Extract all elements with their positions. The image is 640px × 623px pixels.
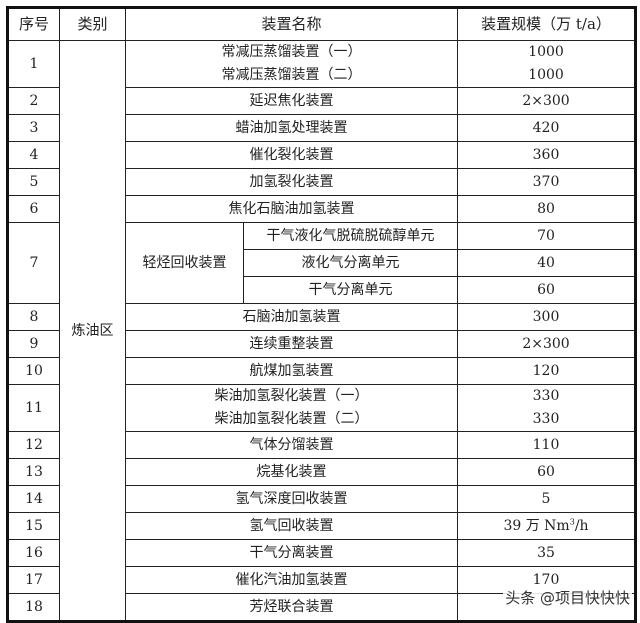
row-no: 16 bbox=[7, 539, 60, 567]
device-scale-line: 330 bbox=[532, 411, 560, 427]
device-name: 气体分馏装置 bbox=[124, 431, 459, 459]
table-row: 9 连续重整装置 2×300 bbox=[7, 330, 637, 358]
table-row: 11 柴油加氢裂化装置（一） 柴油加氢裂化装置（二） 330 330 bbox=[7, 384, 637, 432]
row-no: 15 bbox=[7, 512, 60, 540]
device-name: 延迟焦化装置 bbox=[124, 87, 459, 115]
device-name-line: 柴油加氢裂化装置（二） bbox=[214, 411, 369, 427]
row-no: 11 bbox=[7, 384, 60, 432]
device-scale-line: 1000 bbox=[528, 67, 564, 83]
table-row: 17 催化汽油加氢装置 170 bbox=[7, 566, 637, 594]
table-row: 6 焦化石脑油加氢装置 80 bbox=[7, 195, 637, 223]
header-scale: 装置规模（万 t/a） bbox=[457, 7, 637, 41]
device-scale: 360 bbox=[457, 141, 637, 169]
row-no: 2 bbox=[7, 87, 60, 115]
table-row: 14 氢气深度回收装置 5 bbox=[7, 485, 637, 513]
row-no: 1 bbox=[7, 40, 60, 88]
device-scale: 5 bbox=[457, 485, 637, 513]
device-scale: 120 bbox=[457, 357, 637, 385]
device-scale: 39 万 Nm3/h bbox=[457, 512, 637, 540]
device-scale: 330 330 bbox=[457, 384, 637, 432]
row-no: 13 bbox=[7, 458, 60, 486]
row-no: 14 bbox=[7, 485, 60, 513]
device-scale-line: 1000 bbox=[528, 44, 564, 60]
device-scale-line: 330 bbox=[532, 388, 560, 404]
device-name: 焦化石脑油加氢装置 bbox=[124, 195, 459, 223]
device-name: 氢气回收装置 bbox=[124, 512, 459, 540]
unit-scale: 70 bbox=[457, 222, 637, 250]
device-scale: 1000 1000 bbox=[457, 40, 637, 88]
device-scale: 2×300 bbox=[457, 330, 637, 358]
device-scale: 110 bbox=[457, 431, 637, 459]
device-name: 连续重整装置 bbox=[124, 330, 459, 358]
table-row: 10 航煤加氢装置 120 bbox=[7, 357, 637, 385]
scale-exponent: 3 bbox=[569, 517, 575, 527]
device-name: 石脑油加氢装置 bbox=[124, 303, 459, 331]
row-no: 6 bbox=[7, 195, 60, 223]
device-name: 蜡油加氢处理装置 bbox=[124, 114, 459, 142]
table-row: 15 氢气回收装置 39 万 Nm3/h bbox=[7, 512, 637, 540]
category-cell: 炼油区 bbox=[59, 40, 126, 622]
table-header-row: 序号 类别 装置名称 装置规模（万 t/a） bbox=[7, 7, 637, 41]
row-no: 10 bbox=[7, 357, 60, 385]
unit-name: 液化气分离单元 bbox=[242, 249, 459, 277]
device-scale: 420 bbox=[457, 114, 637, 142]
device-group-name: 轻烃回收装置 bbox=[125, 222, 244, 304]
device-name: 氢气深度回收装置 bbox=[124, 485, 459, 513]
table-row: 5 加氢裂化装置 370 bbox=[7, 168, 637, 196]
unit-name: 干气液化气脱硫脱硫醇单元 bbox=[242, 222, 459, 250]
row-no: 17 bbox=[7, 566, 60, 594]
device-name: 柴油加氢裂化装置（一） 柴油加氢裂化装置（二） bbox=[124, 384, 459, 432]
device-name: 航煤加氢装置 bbox=[124, 357, 459, 385]
header-name: 装置名称 bbox=[124, 7, 459, 41]
table-row: 12 气体分馏装置 110 bbox=[7, 431, 637, 459]
scale-value: 39 万 Nm bbox=[503, 518, 570, 534]
row-no: 9 bbox=[7, 330, 60, 358]
unit-scale: 40 bbox=[457, 249, 637, 277]
equipment-table: 序号 类别 装置名称 装置规模（万 t/a） 1 炼油区 常减压蒸馏装置（一） 常减压… bbox=[6, 6, 638, 623]
device-name: 催化裂化装置 bbox=[124, 141, 459, 169]
row-no: 4 bbox=[7, 141, 60, 169]
row-no: 7 bbox=[7, 222, 60, 304]
row-no: 18 bbox=[7, 593, 60, 622]
header-category: 类别 bbox=[59, 7, 126, 41]
device-name: 加氢裂化装置 bbox=[124, 168, 459, 196]
device-scale: 2×300 bbox=[457, 87, 637, 115]
row-no: 3 bbox=[7, 114, 60, 142]
device-name: 烷基化装置 bbox=[124, 458, 459, 486]
row-no: 5 bbox=[7, 168, 60, 196]
device-name-line: 常减压蒸馏装置（一） bbox=[221, 44, 362, 60]
table-row: 液化气分离单元 40 bbox=[8, 249, 637, 277]
device-scale: 370 bbox=[457, 168, 637, 196]
unit-name: 干气分离单元 bbox=[242, 276, 459, 304]
table-row: 13 烷基化装置 60 bbox=[7, 458, 637, 486]
table-row: 3 蜡油加氢处理装置 420 bbox=[7, 114, 637, 142]
table-row: 1 炼油区 常减压蒸馏装置（一） 常减压蒸馏装置（二） 1000 1000 bbox=[7, 40, 637, 622]
device-name: 常减压蒸馏装置（一） 常减压蒸馏装置（二） bbox=[124, 40, 459, 88]
device-name: 芳烃联合装置 bbox=[124, 593, 459, 622]
device-name-line: 柴油加氢裂化装置（一） bbox=[214, 388, 369, 404]
device-name: 干气分离装置 bbox=[124, 539, 459, 567]
device-scale: 300 bbox=[457, 303, 637, 331]
unit-scale: 60 bbox=[457, 276, 637, 304]
table-row: 干气分离单元 60 bbox=[8, 276, 637, 304]
device-name: 催化汽油加氢装置 bbox=[124, 566, 459, 594]
row-no: 8 bbox=[7, 303, 60, 331]
table-row: 16 干气分离装置 35 bbox=[7, 539, 637, 567]
table-row: 8 石脑油加氢装置 300 bbox=[7, 303, 637, 331]
watermark: 头条 @项目快快快 bbox=[503, 588, 632, 608]
device-name-line: 常减压蒸馏装置（二） bbox=[221, 67, 362, 83]
device-scale: 35 bbox=[457, 539, 637, 567]
device-scale: 60 bbox=[457, 458, 637, 486]
scale-unit: /h bbox=[574, 518, 589, 534]
device-scale: 80 bbox=[457, 195, 637, 223]
header-no: 序号 bbox=[7, 7, 60, 41]
row-no: 12 bbox=[7, 431, 60, 459]
